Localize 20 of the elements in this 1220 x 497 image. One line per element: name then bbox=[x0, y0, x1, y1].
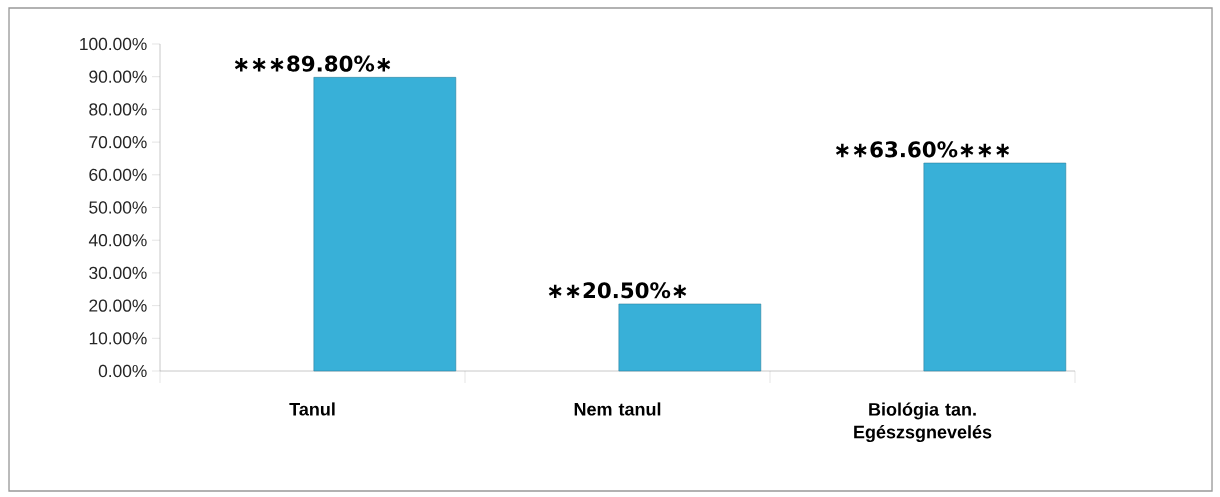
x-tick-label: Nem tanul bbox=[574, 402, 661, 416]
data-label: ∗∗20.50%∗ bbox=[548, 282, 687, 299]
y-tick-label: 30.00% bbox=[89, 266, 147, 280]
bar bbox=[618, 303, 762, 372]
bar bbox=[313, 77, 457, 372]
y-tick-label: 70.00% bbox=[89, 135, 147, 149]
data-label: ∗∗∗89.80%∗ bbox=[234, 55, 391, 72]
y-tick-label: 60.00% bbox=[89, 168, 147, 181]
y-tick-label: 100.00% bbox=[80, 37, 147, 51]
data-label: ∗∗63.60%∗∗∗ bbox=[835, 141, 1010, 158]
y-tick-label: 0.00% bbox=[98, 364, 147, 378]
y-tick-label: 20.00% bbox=[89, 299, 147, 312]
y-tick-label: 40.00% bbox=[88, 234, 147, 247]
bar bbox=[923, 162, 1067, 372]
x-tick-label: Tanul bbox=[289, 402, 335, 416]
y-tick-label: 90.00% bbox=[89, 70, 147, 83]
y-tick-label: 80.00% bbox=[89, 103, 147, 116]
y-tick-label: 10.00% bbox=[89, 332, 147, 345]
y-tick-label: 50.00% bbox=[89, 201, 147, 214]
x-tick-label: Biológia tan. Egészsgnevelés bbox=[854, 402, 992, 443]
